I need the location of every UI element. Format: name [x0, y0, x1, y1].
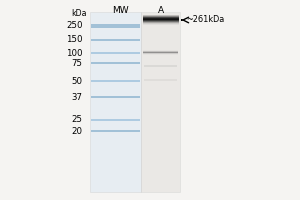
Bar: [91, 52, 140, 54]
Bar: [142, 19, 178, 20]
Bar: [143, 51, 178, 52]
Text: 37: 37: [71, 92, 82, 102]
Text: 250: 250: [66, 21, 82, 30]
Bar: [142, 17, 178, 18]
Bar: [91, 62, 140, 64]
Bar: [142, 22, 178, 23]
Bar: [143, 54, 178, 55]
Text: ~261kDa: ~261kDa: [186, 16, 224, 24]
Bar: [142, 18, 178, 19]
Bar: [143, 52, 178, 53]
Bar: [142, 23, 178, 24]
Bar: [91, 119, 140, 121]
Text: MW: MW: [112, 6, 128, 15]
Bar: [143, 52, 178, 53]
Bar: [142, 16, 178, 17]
Bar: [142, 15, 178, 16]
Bar: [91, 80, 140, 82]
Bar: [91, 39, 140, 41]
Bar: [142, 21, 178, 22]
Text: kDa: kDa: [71, 9, 87, 18]
Bar: [90, 12, 141, 192]
Bar: [141, 12, 180, 192]
Bar: [144, 79, 177, 81]
Text: A: A: [158, 6, 164, 15]
Bar: [144, 65, 177, 67]
Text: 20: 20: [71, 127, 82, 136]
Text: 100: 100: [66, 48, 82, 58]
Bar: [91, 96, 140, 98]
Text: 150: 150: [66, 36, 82, 45]
Text: 50: 50: [71, 76, 82, 86]
Bar: [143, 53, 178, 54]
Bar: [142, 24, 178, 25]
Text: 25: 25: [71, 116, 82, 124]
Bar: [142, 17, 178, 18]
Bar: [142, 15, 178, 16]
Text: 75: 75: [71, 58, 82, 68]
Bar: [142, 20, 178, 21]
Bar: [142, 18, 178, 19]
Bar: [142, 19, 178, 20]
Bar: [143, 51, 178, 52]
Bar: [142, 16, 178, 17]
Bar: [143, 50, 178, 51]
Bar: [91, 24, 140, 28]
Bar: [91, 130, 140, 132]
